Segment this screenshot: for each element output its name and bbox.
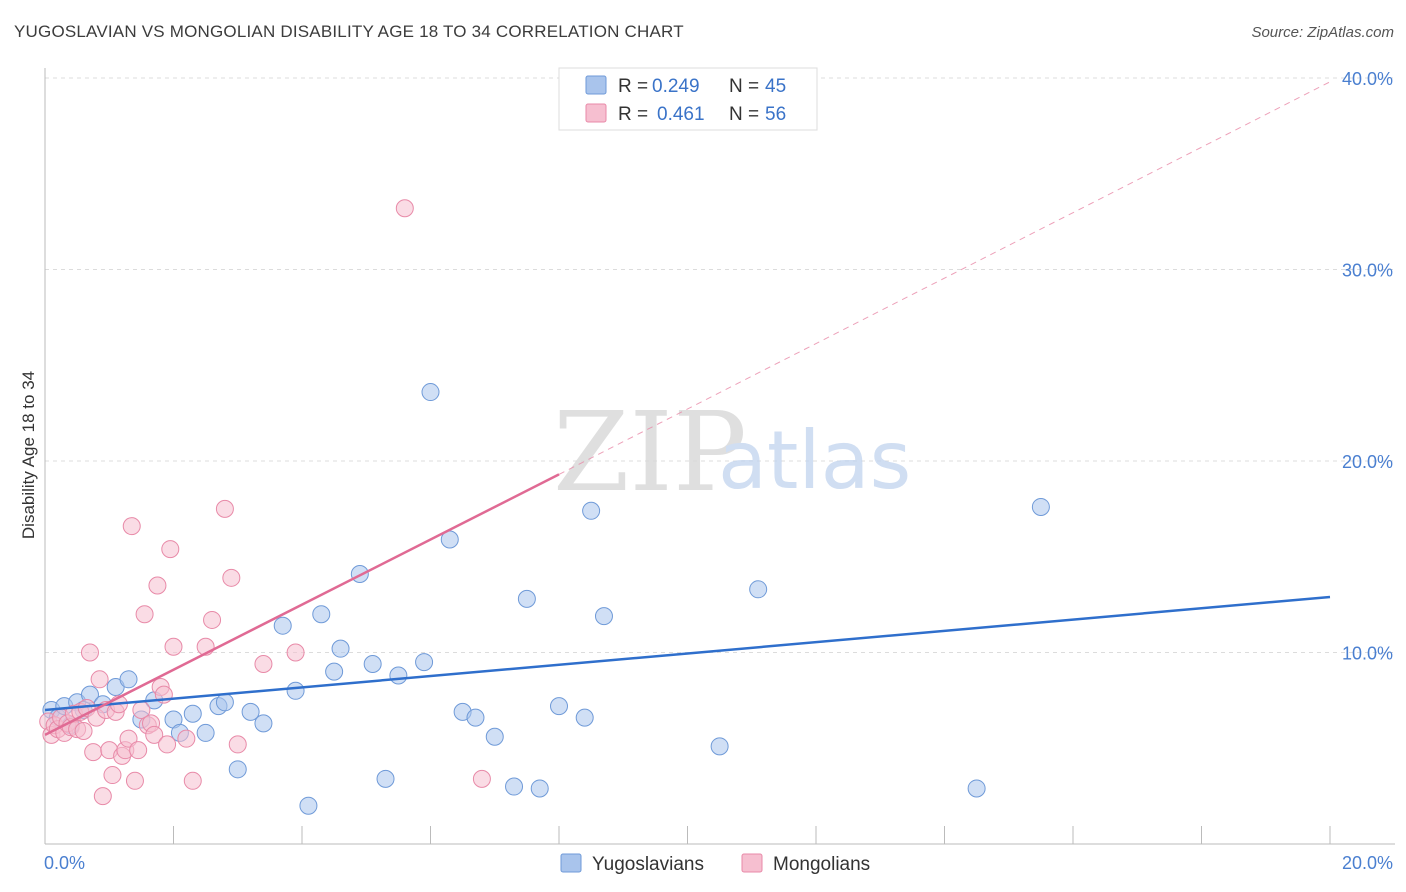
- data-point: [967, 779, 986, 798]
- y-tick-label: 40.0%: [1342, 69, 1393, 89]
- data-point: [363, 654, 382, 673]
- data-point: [183, 771, 202, 790]
- legend-r-value-yugoslavians: 0.249: [652, 76, 700, 97]
- data-point: [241, 702, 260, 721]
- legend-n-label: N =: [729, 76, 759, 97]
- data-point: [122, 517, 141, 536]
- data-point: [203, 610, 222, 629]
- trend-lines: [44, 81, 1331, 736]
- data-point: [331, 639, 350, 658]
- data-point: [177, 729, 196, 748]
- data-point: [80, 643, 99, 662]
- data-point: [594, 607, 613, 626]
- data-point: [215, 499, 234, 518]
- data-point: [119, 670, 138, 689]
- data-point: [196, 723, 215, 742]
- y-tick-label: 10.0%: [1342, 644, 1393, 664]
- data-point: [312, 605, 331, 624]
- bottom-legend-label-yugoslavians: Yugoslavians: [592, 854, 704, 875]
- data-point: [84, 743, 103, 762]
- data-point: [90, 670, 109, 689]
- data-point: [164, 637, 183, 656]
- y-axis-label: Disability Age 18 to 34: [19, 371, 38, 539]
- data-point: [254, 714, 273, 733]
- bottom-legend: Yugoslavians Mongolians: [560, 853, 870, 875]
- data-point: [376, 769, 395, 788]
- trend-line-yugoslavians: [44, 595, 1331, 712]
- data-point: [254, 654, 273, 673]
- data-point: [148, 576, 167, 595]
- data-point: [1031, 497, 1050, 516]
- watermark-zip: ZIP: [553, 388, 747, 516]
- y-tick-label: 20.0%: [1342, 452, 1393, 472]
- data-point: [286, 681, 305, 700]
- data-point: [505, 777, 524, 796]
- watermark: ZIP atlas: [553, 388, 911, 516]
- legend-n-value-yugoslavians: 45: [765, 76, 786, 97]
- grid-lines: [45, 77, 1395, 653]
- data-point: [135, 605, 154, 624]
- data-point: [582, 501, 601, 520]
- data-point: [299, 796, 318, 815]
- y-tick-labels: 10.0% 20.0% 30.0% 40.0%: [1342, 69, 1393, 664]
- data-point: [215, 693, 234, 712]
- data-point: [228, 735, 247, 754]
- data-point: [158, 735, 177, 754]
- data-point: [286, 643, 305, 662]
- data-point: [161, 540, 180, 559]
- source-label: Source: ZipAtlas.com: [1251, 24, 1394, 41]
- legend-swatch-mongolians: [585, 103, 607, 123]
- data-point: [472, 769, 491, 788]
- data-point: [183, 704, 202, 723]
- legend-swatch-yugoslavians: [585, 75, 607, 95]
- data-point: [395, 199, 414, 218]
- trend-line-extension: [558, 81, 1331, 475]
- data-point: [517, 589, 536, 608]
- data-point: [273, 616, 292, 635]
- trend-line-mongolians: [44, 473, 560, 736]
- data-point: [228, 760, 247, 779]
- legend-n-label: N =: [729, 104, 759, 125]
- data-point: [550, 697, 568, 716]
- data-point: [325, 662, 344, 681]
- x-tick-label: 0.0%: [44, 853, 85, 873]
- data-point: [421, 383, 440, 402]
- chart-title: YUGOSLAVIAN VS MONGOLIAN DISABILITY AGE …: [14, 22, 684, 41]
- legend-box: R = 0.249 N = 45 R = 0.461 N = 56: [558, 67, 818, 131]
- data-point: [222, 568, 241, 587]
- data-point: [710, 737, 729, 756]
- data-point: [93, 787, 112, 806]
- legend-r-value-mongolians: 0.461: [657, 104, 705, 125]
- data-point: [74, 722, 93, 741]
- series-mongolians: [39, 199, 491, 806]
- data-point: [415, 653, 434, 672]
- data-point: [129, 741, 148, 760]
- data-point: [389, 666, 408, 685]
- data-point: [125, 771, 144, 790]
- legend-n-value-mongolians: 56: [765, 104, 786, 125]
- watermark-atlas: atlas: [718, 414, 911, 507]
- data-point: [575, 708, 594, 727]
- data-point: [530, 779, 549, 798]
- data-point: [466, 708, 485, 727]
- data-point: [145, 725, 164, 744]
- x-tick-labels: 0.0% 20.0%: [44, 853, 1393, 873]
- y-tick-label: 30.0%: [1342, 261, 1393, 281]
- bottom-legend-swatch-mongolians: [741, 853, 763, 873]
- data-point: [485, 727, 504, 746]
- data-point: [119, 729, 138, 748]
- x-tick-label: 20.0%: [1342, 853, 1393, 873]
- bottom-legend-label-mongolians: Mongolians: [773, 854, 870, 875]
- bottom-legend-swatch-yugoslavians: [560, 853, 582, 873]
- data-point: [103, 766, 122, 785]
- data-point: [749, 580, 768, 599]
- legend-r-label: R =: [618, 76, 648, 97]
- legend-r-label: R =: [618, 104, 648, 125]
